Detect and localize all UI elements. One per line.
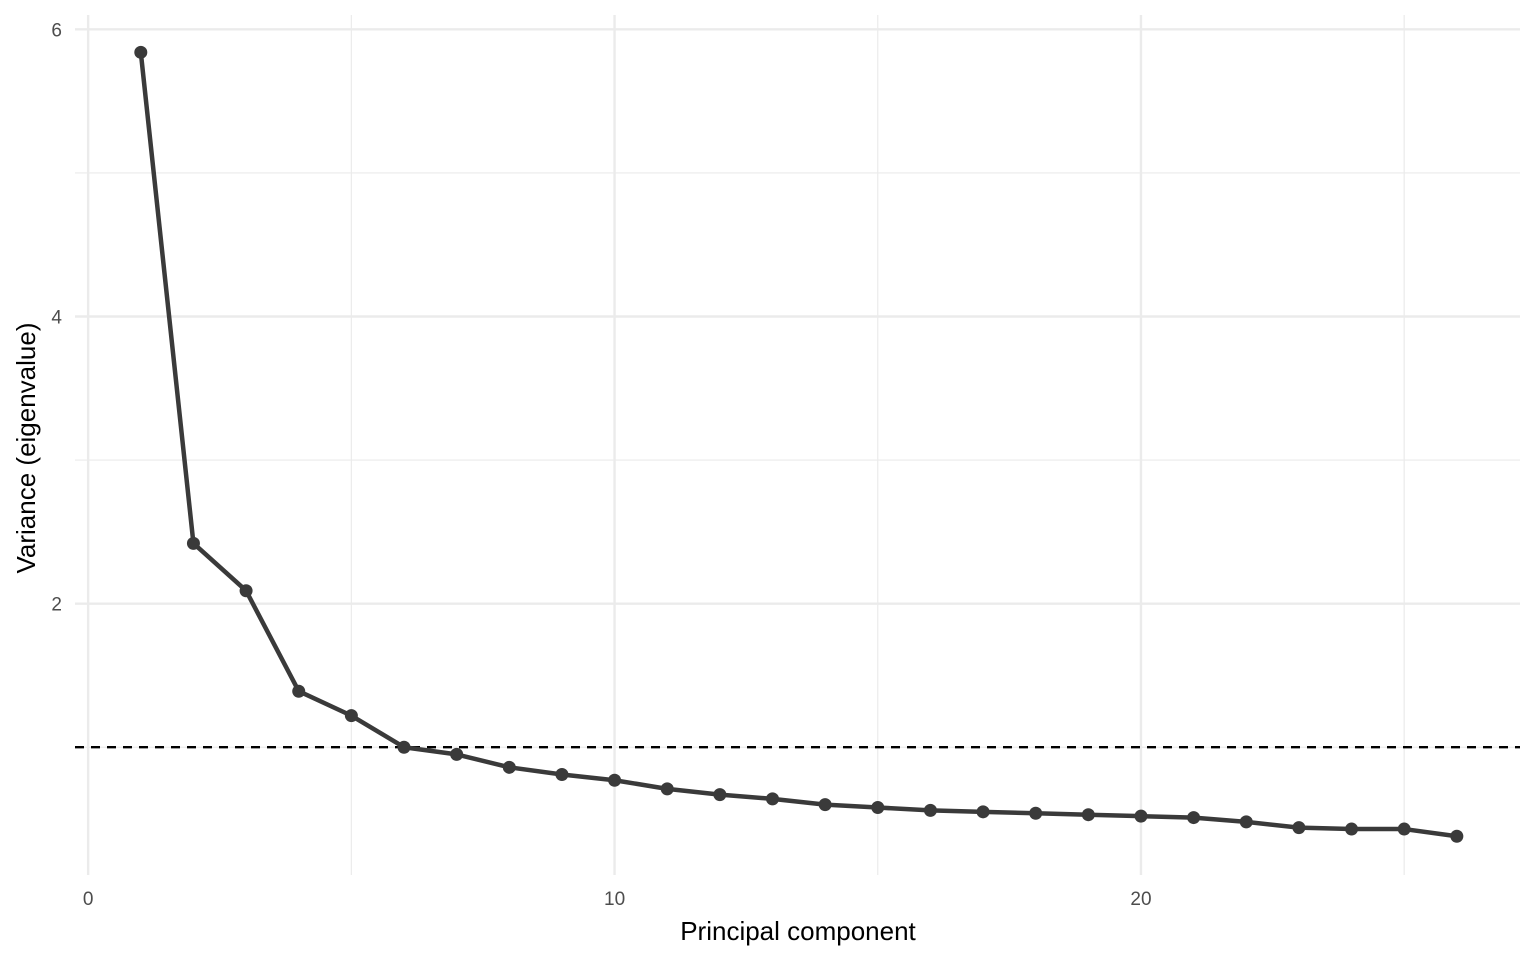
- point: [608, 773, 622, 787]
- point: [871, 801, 885, 815]
- point: [818, 798, 832, 812]
- point: [1345, 822, 1359, 836]
- point: [660, 782, 674, 796]
- point: [134, 45, 148, 59]
- x-tick-label: 10: [604, 889, 625, 910]
- point: [1029, 806, 1043, 820]
- point: [239, 584, 253, 598]
- y-tick-label: 4: [51, 308, 62, 329]
- series-line: [138, 52, 1458, 839]
- y-tick-label: 2: [51, 595, 62, 616]
- point: [765, 792, 779, 806]
- point: [1450, 829, 1464, 843]
- point: [397, 740, 411, 754]
- point: [555, 767, 569, 781]
- point: [1187, 811, 1201, 825]
- point: [292, 684, 306, 698]
- x-tick-label: 0: [83, 889, 94, 910]
- x-tick-label: 20: [1130, 889, 1151, 910]
- point: [1134, 809, 1148, 823]
- y-axis-label: Variance (eigenvalue): [11, 323, 41, 574]
- point: [713, 788, 727, 802]
- point: [1397, 822, 1411, 836]
- point: [502, 760, 516, 774]
- point: [186, 536, 200, 550]
- y-tick-label: 6: [51, 20, 62, 41]
- point: [450, 747, 464, 761]
- point: [923, 803, 937, 817]
- point: [344, 709, 358, 723]
- point: [1292, 821, 1306, 835]
- x-axis-label: Principal component: [680, 916, 916, 946]
- point: [1081, 808, 1095, 822]
- point: [976, 805, 990, 819]
- point: [1239, 815, 1253, 829]
